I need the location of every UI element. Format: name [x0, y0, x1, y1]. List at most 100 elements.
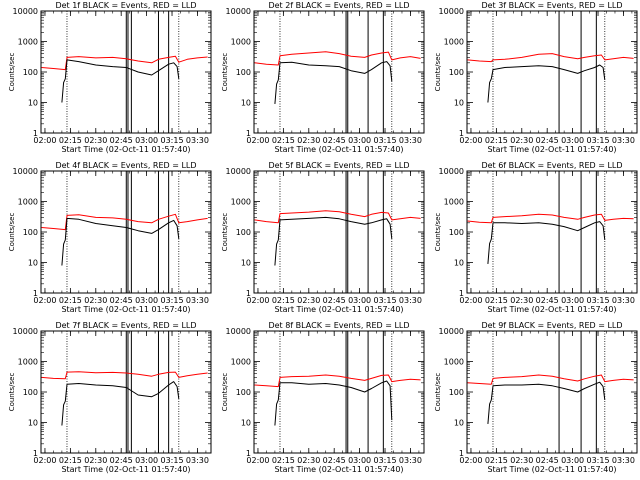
series-line-lld	[254, 374, 421, 388]
x-tick-label: 03:00	[561, 136, 584, 145]
x-tick-label: 02:45	[323, 456, 346, 465]
y-tick-label: 10000	[439, 7, 464, 16]
y-tick-label: 1	[33, 129, 38, 138]
x-tick-label: 02:45	[323, 296, 346, 305]
series-line-events	[274, 216, 393, 266]
x-tick-label: 03:15	[160, 136, 183, 145]
x-tick-label: 03:30	[186, 456, 209, 465]
x-tick-label: 03:15	[373, 456, 396, 465]
y-tick-label: 100	[236, 388, 251, 397]
y-tick-label: 10	[28, 419, 38, 428]
series-line-lld	[467, 53, 634, 63]
y-tick-label: 10000	[226, 327, 251, 336]
y-tick-label: 10000	[226, 167, 251, 176]
x-axis-label: Start Time (02-Oct-11 01:57:40)	[61, 465, 190, 474]
detector-plot-9: Det 9f BLACK = Events, RED = LLD 1 10 100 10…	[434, 321, 638, 474]
y-tick-label: 1	[459, 449, 464, 458]
y-tick-label: 1000	[444, 358, 464, 367]
y-axis-label: Counts/sec	[434, 213, 442, 252]
y-tick-label: 100	[23, 388, 38, 397]
plot-title: Det 3f BLACK = Events, RED = LLD	[481, 1, 622, 10]
x-axis-label: Start Time (02-Oct-11 01:57:40)	[61, 305, 190, 314]
x-tick-label: 02:00	[459, 296, 482, 305]
x-tick-label: 03:30	[612, 456, 635, 465]
series-line-lld	[467, 374, 634, 385]
x-tick-label: 02:30	[84, 296, 107, 305]
series-line-lld	[254, 210, 421, 224]
x-tick-label: 03:00	[561, 456, 584, 465]
y-tick-label: 10000	[439, 327, 464, 336]
x-tick-label: 03:00	[348, 296, 371, 305]
y-tick-label: 10000	[13, 167, 38, 176]
detector-plot-7: Det 7f BLACK = Events, RED = LLD 1 10 100 10…	[8, 321, 212, 474]
detector-plot-3: Det 3f BLACK = Events, RED = LLD 1 10 100 10…	[434, 1, 638, 154]
x-tick-label: 02:00	[246, 136, 269, 145]
detector-plot-6: Det 6f BLACK = Events, RED = LLD 1 10 100 10…	[434, 161, 638, 314]
x-axis-label: Start Time (02-Oct-11 01:57:40)	[487, 305, 616, 314]
x-tick-label: 02:00	[459, 136, 482, 145]
x-tick-label: 02:00	[459, 456, 482, 465]
y-tick-label: 1000	[444, 38, 464, 47]
x-axis-label: Start Time (02-Oct-11 01:57:40)	[487, 145, 616, 154]
x-tick-label: 03:15	[373, 136, 396, 145]
x-axis-label: Start Time (02-Oct-11 01:57:40)	[274, 305, 403, 314]
x-tick-label: 03:00	[561, 296, 584, 305]
series-line-events	[61, 59, 180, 103]
x-axis-label: Start Time (02-Oct-11 01:57:40)	[61, 145, 190, 154]
y-axis-label: Counts/sec	[8, 213, 16, 252]
x-tick-label: 02:15	[485, 456, 508, 465]
y-axis-label: Counts/sec	[8, 373, 16, 412]
x-tick-label: 02:30	[510, 136, 533, 145]
y-tick-label: 10000	[13, 327, 38, 336]
x-tick-label: 03:00	[135, 136, 158, 145]
y-tick-label: 1	[246, 129, 251, 138]
y-tick-label: 100	[236, 228, 251, 237]
series-line-lld	[254, 51, 421, 66]
x-tick-label: 02:45	[323, 136, 346, 145]
x-axis-label: Start Time (02-Oct-11 01:57:40)	[487, 465, 616, 474]
y-tick-label: 10	[241, 259, 251, 268]
x-axis-label: Start Time (02-Oct-11 01:57:40)	[274, 145, 403, 154]
plot-title: Det 2f BLACK = Events, RED = LLD	[268, 1, 409, 10]
series-line-lld	[41, 371, 208, 380]
x-tick-label: 02:15	[485, 136, 508, 145]
detector-plot-4: Det 4f BLACK = Events, RED = LLD 1 10 100 10…	[8, 161, 212, 314]
x-tick-label: 02:30	[84, 136, 107, 145]
y-tick-label: 10	[28, 259, 38, 268]
y-tick-label: 100	[449, 388, 464, 397]
series-line-events	[61, 217, 180, 266]
x-tick-label: 02:30	[510, 456, 533, 465]
x-tick-label: 02:45	[536, 136, 559, 145]
plot-title: Det 4f BLACK = Events, RED = LLD	[55, 161, 196, 170]
y-tick-label: 1	[459, 289, 464, 298]
x-tick-label: 03:30	[612, 136, 635, 145]
y-tick-label: 10	[454, 259, 464, 268]
y-tick-label: 10	[241, 419, 251, 428]
y-tick-label: 1000	[18, 358, 38, 367]
x-tick-label: 03:30	[186, 296, 209, 305]
y-tick-label: 10000	[226, 7, 251, 16]
y-tick-label: 1000	[231, 38, 251, 47]
x-tick-label: 03:00	[135, 456, 158, 465]
x-tick-label: 02:15	[59, 136, 82, 145]
y-axis-label: Counts/sec	[8, 53, 16, 92]
plot-title: Det 5f BLACK = Events, RED = LLD	[268, 161, 409, 170]
x-tick-label: 02:45	[110, 296, 133, 305]
series-line-lld	[467, 213, 634, 224]
x-tick-label: 02:00	[246, 296, 269, 305]
y-tick-label: 10	[241, 99, 251, 108]
x-tick-label: 03:30	[399, 296, 422, 305]
y-tick-label: 1000	[231, 198, 251, 207]
plot-title: Det 1f BLACK = Events, RED = LLD	[55, 1, 196, 10]
y-tick-label: 10	[454, 99, 464, 108]
x-tick-label: 02:15	[272, 136, 295, 145]
x-axis-label: Start Time (02-Oct-11 01:57:40)	[274, 465, 403, 474]
x-tick-label: 03:00	[348, 456, 371, 465]
x-tick-label: 03:15	[373, 296, 396, 305]
plot-title: Det 6f BLACK = Events, RED = LLD	[481, 161, 622, 170]
x-tick-label: 02:45	[110, 456, 133, 465]
x-tick-label: 02:30	[297, 136, 320, 145]
x-tick-label: 03:30	[186, 136, 209, 145]
x-tick-label: 02:00	[246, 456, 269, 465]
y-tick-label: 10	[28, 99, 38, 108]
